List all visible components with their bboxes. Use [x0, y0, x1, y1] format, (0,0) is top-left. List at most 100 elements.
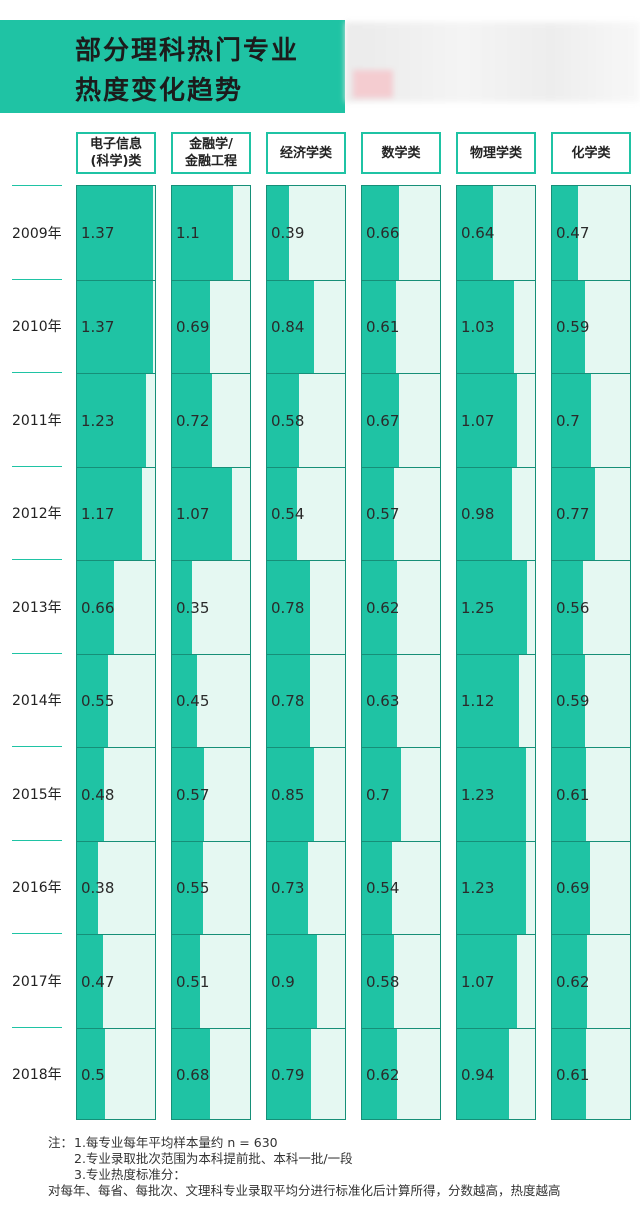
value-bar — [172, 280, 211, 374]
value-label: 0.51 — [176, 972, 210, 991]
note-line-2: 2.专业录取批次范围为本科提前批、本科一批/一段 — [74, 1151, 353, 1166]
value-label: 0.58 — [366, 972, 400, 991]
value-bar — [457, 841, 526, 935]
value-label: 1.07 — [461, 972, 495, 991]
value-label: 0.35 — [176, 598, 210, 617]
page-title-line-1: 部分理科热门专业 — [75, 36, 300, 66]
year-divider — [12, 278, 62, 280]
value-cell: 0.47 — [77, 934, 155, 1029]
value-bar — [77, 186, 154, 280]
value-cell: 0.66 — [77, 560, 155, 655]
value-bar — [457, 467, 512, 561]
value-label: 0.64 — [461, 223, 495, 242]
value-label: 0.47 — [556, 223, 590, 242]
value-bar — [362, 280, 396, 374]
value-cell: 1.07 — [457, 934, 535, 1029]
year-label: 2016年 — [12, 880, 62, 897]
value-cell: 0.51 — [172, 934, 250, 1029]
value-cell: 0.55 — [172, 840, 250, 935]
value-cell: 0.59 — [552, 653, 630, 748]
value-bar — [77, 1028, 105, 1119]
value-label: 0.57 — [366, 505, 400, 524]
value-bar — [362, 467, 394, 561]
value-bar — [77, 374, 146, 468]
value-bar — [362, 186, 399, 280]
value-cell: 1.03 — [457, 279, 535, 374]
value-bar — [172, 748, 204, 842]
column-body: 0.64 1.03 1.07 0.98 1.25 1.12 1.23 1.23 1.07 0.94 — [456, 185, 536, 1120]
column-header: 数学类 — [361, 132, 441, 174]
value-bar — [267, 374, 300, 468]
column-body: 1.1 0.69 0.72 1.07 0.35 0.45 0.57 0.55 0.51 0.68 — [171, 185, 251, 1120]
value-bar — [457, 374, 517, 468]
value-bar — [362, 561, 397, 655]
value-label: 0.94 — [461, 1066, 495, 1085]
value-bar — [267, 467, 298, 561]
value-label: 0.77 — [556, 505, 590, 524]
note-line-3: 3.专业热度标准分： — [74, 1167, 186, 1182]
value-label: 0.72 — [176, 411, 210, 430]
value-bar — [172, 1028, 210, 1119]
value-bar — [267, 1028, 311, 1119]
column-header: 经济学类 — [266, 132, 346, 174]
value-cell: 1.23 — [457, 747, 535, 842]
note-line-4: 对每年、每省、每批次、文理科专业录取平均分进行标准化后计算所得，分数越高，热度越… — [48, 1183, 561, 1198]
year-divider — [12, 746, 62, 747]
column-body: 0.66 0.61 0.67 0.57 0.62 0.63 0.7 0.54 0.58 0.62 — [361, 185, 441, 1120]
value-bar — [552, 561, 584, 655]
value-cell: 0.78 — [267, 560, 345, 655]
value-bar — [552, 1028, 586, 1119]
value-label: 0.62 — [366, 1066, 400, 1085]
title-banner — [0, 20, 345, 113]
value-label: 0.57 — [176, 785, 210, 804]
value-label: 1.12 — [461, 692, 495, 711]
value-cell: 1.1 — [172, 186, 250, 280]
value-bar — [77, 280, 154, 374]
year-divider — [12, 185, 62, 186]
value-label: 0.68 — [176, 1066, 210, 1085]
note-line-1: 注：1.每专业每年平均样本量约 n = 630 — [48, 1135, 278, 1150]
value-bar — [552, 374, 591, 468]
value-cell: 1.07 — [457, 373, 535, 468]
value-label: 0.66 — [366, 223, 400, 242]
value-cell: 0.58 — [362, 934, 440, 1029]
value-bar — [457, 935, 517, 1029]
value-label: 0.7 — [366, 785, 390, 804]
value-bar — [77, 561, 114, 655]
value-cell: 0.98 — [457, 466, 535, 561]
year-label: 2015年 — [12, 786, 62, 803]
value-cell: 0.54 — [267, 466, 345, 561]
value-cell: 0.69 — [552, 840, 630, 935]
value-cell: 0.66 — [362, 186, 440, 280]
value-bar — [172, 935, 201, 1029]
value-cell: 0.72 — [172, 373, 250, 468]
year-divider — [12, 559, 62, 560]
value-cell: 0.62 — [362, 560, 440, 655]
value-cell: 0.35 — [172, 560, 250, 655]
value-label: 1.23 — [461, 879, 495, 898]
value-cell: 1.23 — [77, 373, 155, 468]
value-label: 1.23 — [81, 411, 115, 430]
value-bar — [552, 186, 579, 280]
value-label: 0.58 — [271, 411, 305, 430]
value-label: 0.56 — [556, 598, 590, 617]
value-label: 0.84 — [271, 318, 305, 337]
value-cell: 0.56 — [552, 560, 630, 655]
value-cell: 0.69 — [172, 279, 250, 374]
value-bar — [267, 654, 311, 748]
value-bar — [457, 186, 493, 280]
value-label: 1.23 — [461, 785, 495, 804]
value-cell: 0.64 — [457, 186, 535, 280]
value-label: 0.62 — [366, 598, 400, 617]
value-cell: 0.57 — [172, 747, 250, 842]
value-cell: 0.61 — [362, 279, 440, 374]
value-bar — [172, 841, 203, 935]
year-label: 2009年 — [12, 225, 62, 242]
value-bar — [362, 1028, 397, 1119]
value-label: 0.59 — [556, 318, 590, 337]
year-label: 2014年 — [12, 693, 62, 710]
value-cell: 0.85 — [267, 747, 345, 842]
value-label: 0.62 — [556, 972, 590, 991]
value-bar — [77, 748, 104, 842]
value-label: 0.48 — [81, 785, 115, 804]
